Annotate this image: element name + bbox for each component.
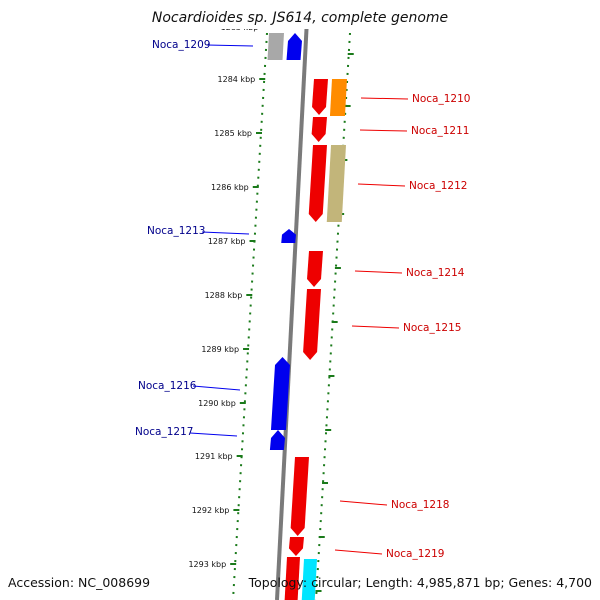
gene-label-right[interactable]: Noca_1215 <box>403 322 461 334</box>
kbp-label: 1292 kbp <box>192 506 230 515</box>
label-leader-line <box>359 129 408 132</box>
gene-plus[interactable] <box>269 430 285 450</box>
label-leader-line <box>189 432 238 437</box>
gene-label-left[interactable]: Noca_1209 <box>152 39 210 51</box>
gene-label-right[interactable]: Noca_1214 <box>406 267 465 279</box>
gene-plus[interactable] <box>286 33 302 60</box>
map-title: Nocardioides sp. JS614, complete genome <box>152 10 448 26</box>
label-leader-line <box>201 231 250 235</box>
kbp-label: 1287 kbp <box>208 237 246 246</box>
gene-feature[interactable] <box>326 145 346 222</box>
genome-backbone <box>275 0 310 600</box>
kbp-label: 1289 kbp <box>201 345 239 354</box>
label-leader-line <box>339 500 388 506</box>
gene-label-right[interactable]: Noca_1212 <box>409 180 467 192</box>
kbp-label: 1285 kbp <box>214 129 252 138</box>
label-leader-line <box>192 385 241 391</box>
kbp-label: 1288 kbp <box>205 291 243 300</box>
gene-minus[interactable] <box>307 251 323 287</box>
gene-minus[interactable] <box>311 117 327 142</box>
inner-ruler-line <box>232 32 268 600</box>
gene-feature[interactable] <box>301 559 317 600</box>
label-leader-line <box>334 549 383 555</box>
gene-label-right[interactable]: Noca_1219 <box>386 548 444 560</box>
gene-minus[interactable] <box>290 457 309 536</box>
gene-minus[interactable] <box>308 145 327 222</box>
label-leader-line <box>354 270 403 274</box>
label-leader-line <box>357 183 406 187</box>
gene-plus[interactable] <box>281 229 296 243</box>
gene-label-right[interactable]: Noca_1210 <box>412 93 470 105</box>
gene-minus[interactable] <box>288 537 304 556</box>
gene-feature[interactable] <box>267 33 284 60</box>
gene-label-right[interactable]: Noca_1211 <box>411 125 469 137</box>
gene-label-left[interactable]: Noca_1213 <box>147 225 205 237</box>
title-background <box>0 0 600 29</box>
gene-minus[interactable] <box>303 289 321 360</box>
gene-label-left[interactable]: Noca_1216 <box>138 380 197 392</box>
gene-label-left[interactable]: Noca_1217 <box>135 426 193 438</box>
label-leader-line <box>206 44 254 47</box>
kbp-label: 1293 kbp <box>188 560 226 569</box>
kbp-label: 1284 kbp <box>218 75 256 84</box>
label-leader-line <box>360 97 409 100</box>
gene-minus[interactable] <box>284 557 300 600</box>
gene-label-right[interactable]: Noca_1218 <box>391 499 449 511</box>
genome-summary-text: Topology: circular; Length: 4,985,871 bp… <box>248 575 592 590</box>
kbp-label: 1290 kbp <box>198 399 236 408</box>
kbp-label: 1286 kbp <box>211 183 249 192</box>
label-leader-line <box>351 325 400 329</box>
accession-text: Accession: NC_008699 <box>8 575 150 590</box>
gene-minus[interactable] <box>312 79 328 115</box>
gene-feature[interactable] <box>329 79 347 116</box>
outer-ruler-line <box>315 32 351 600</box>
gene-plus[interactable] <box>270 357 290 430</box>
kbp-label: 1291 kbp <box>195 452 233 461</box>
